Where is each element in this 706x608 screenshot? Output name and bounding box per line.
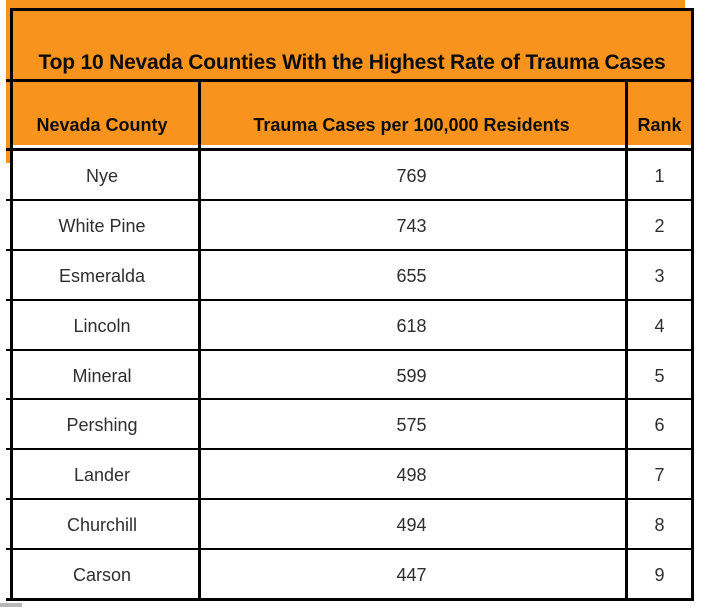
rank-cell: 8 (654, 515, 665, 536)
county-cell: Pershing (66, 415, 138, 436)
border-col1-divider (198, 79, 201, 601)
column-header-rate: Trauma Cases per 100,000 Residents (253, 115, 570, 135)
rank-cell: 6 (654, 415, 665, 436)
rank-cell: 2 (654, 215, 665, 236)
county-cell: Lander (73, 465, 131, 486)
column-header-row: Nevada County Trauma Cases per 100,000 R… (6, 82, 694, 145)
county-cell: Lincoln (73, 315, 131, 336)
rate-cell: 447 (396, 565, 427, 586)
rate-cell: 655 (396, 265, 427, 286)
border-col2-divider (625, 79, 628, 601)
table-row: Esmeralda 655 3 (6, 251, 694, 301)
county-cell: Carson (72, 565, 132, 586)
column-header-county: Nevada County (36, 115, 168, 135)
border-left (10, 8, 13, 601)
county-cell: White Pine (58, 215, 146, 236)
rate-cell: 575 (396, 415, 427, 436)
rank-cell: 9 (654, 565, 665, 586)
border-top (10, 8, 694, 11)
table-row: White Pine 743 2 (6, 201, 694, 251)
border-right (691, 8, 694, 601)
rank-cell: 5 (654, 365, 665, 386)
top-edge-cutoff-cell (10, 0, 685, 8)
county-cell: Mineral (72, 365, 132, 386)
border-title-divider (6, 79, 694, 82)
header-underline (13, 145, 691, 148)
county-cell: Nye (85, 165, 118, 186)
table-body: Nye 769 1 White Pine 743 2 Esmeralda 655… (6, 151, 694, 598)
border-header-divider (6, 148, 694, 151)
border-bottom (6, 598, 694, 601)
rank-cell: 4 (654, 315, 665, 336)
rank-cell: 1 (654, 165, 665, 186)
rate-cell: 599 (396, 365, 427, 386)
table-row: Carson 447 9 (6, 550, 694, 598)
table-title: Top 10 Nevada Counties With the Highest … (38, 51, 666, 74)
column-header-rank: Rank (637, 115, 682, 135)
rank-cell: 3 (654, 265, 665, 286)
table-row: Mineral 599 5 (6, 351, 694, 401)
table-row: Churchill 494 8 (6, 500, 694, 551)
rate-cell: 494 (396, 515, 427, 536)
county-cell: Churchill (66, 515, 138, 536)
table-row: Lander 498 7 (6, 450, 694, 501)
scrollbar-fragment (0, 603, 22, 607)
rate-cell: 743 (396, 215, 427, 236)
rate-cell: 498 (396, 465, 427, 486)
table-row: Nye 769 1 (6, 151, 694, 201)
table-row: Pershing 575 6 (6, 400, 694, 451)
rate-cell: 618 (396, 315, 427, 336)
county-cell: Esmeralda (58, 265, 146, 286)
rank-cell: 7 (654, 465, 665, 486)
table-row: Lincoln 618 4 (6, 301, 694, 351)
rate-cell: 769 (396, 165, 427, 186)
